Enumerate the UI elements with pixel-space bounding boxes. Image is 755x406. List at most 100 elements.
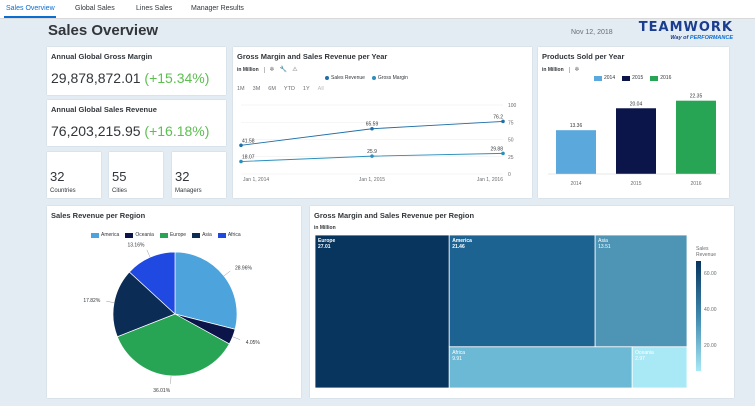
tile-cities[interactable]: 55 Cities — [109, 152, 163, 198]
color-scale — [696, 261, 701, 371]
x-tick-label: Jan 1, 2016 — [477, 177, 503, 183]
tile-value: 32 — [50, 169, 65, 184]
card-title: Products Sold per Year — [542, 52, 625, 61]
pie-slice — [112, 271, 176, 338]
data-label: 65.59 — [366, 122, 379, 128]
tab-sales-overview[interactable]: Sales Overview — [6, 5, 55, 12]
slice-label: 13.16% — [127, 242, 145, 248]
leader-line — [106, 300, 115, 303]
legend-item[interactable]: 2015 — [622, 75, 643, 81]
tile-managers[interactable]: 32 Managers — [172, 152, 226, 198]
divider — [568, 66, 570, 73]
legend-item[interactable]: Sales Revenue — [325, 75, 365, 81]
period-1m[interactable]: 1M — [237, 86, 245, 92]
leader-line — [223, 270, 231, 277]
x-tick-label: 2015 — [630, 181, 641, 187]
pie-chart: 28.96% 4.05% 36.01% 17.82% 13.16% — [83, 242, 261, 393]
pie-slice — [116, 313, 230, 377]
data-label: 25.9 — [367, 149, 377, 155]
data-label: 41.58 — [242, 138, 255, 144]
legend-item[interactable]: Gross Margin — [371, 75, 408, 81]
divider — [263, 66, 265, 73]
scale-title: Revenue — [696, 252, 716, 258]
chart-legend: America Oceania Europe Asia Africa — [91, 232, 241, 238]
data-point — [501, 151, 505, 156]
kpi-card-sales-revenue[interactable]: Annual Global Sales Revenue 76,203,215.9… — [47, 100, 226, 146]
unit-label: in Million — [542, 66, 564, 73]
period-6m[interactable]: 6M — [268, 86, 276, 92]
y-tick-label: 25 — [508, 155, 514, 161]
scale-tick-label: 20.00 — [704, 343, 717, 349]
period-all[interactable]: All — [317, 86, 324, 92]
legend-item[interactable]: 2016 — [650, 75, 671, 81]
period-ytd[interactable]: YTD — [283, 86, 295, 92]
line-chart: 0 25 50 75 100 Jan 1, 2014 Jan 1, 2015 Jan 1, 2… — [239, 103, 517, 183]
cell-value: 27.01 — [318, 244, 331, 250]
active-tab-indicator — [4, 16, 56, 18]
chart-subtitle-row: in Million ❄ 🔧 ⚠ — [237, 66, 298, 73]
scale-tick-label: 60.00 — [704, 271, 717, 277]
slice-label: 28.96% — [235, 265, 253, 271]
tile-value: 55 — [112, 169, 127, 184]
scale-tick-label: 40.00 — [704, 307, 717, 313]
cell-label: Europe — [318, 238, 335, 244]
legend-item[interactable]: America — [91, 232, 119, 238]
data-label: 18.07 — [242, 155, 255, 161]
card-title: Gross Margin and Sales Revenue per Year — [237, 52, 388, 61]
pie-slice — [128, 251, 176, 315]
data-point — [370, 154, 374, 158]
tab-lines-sales[interactable]: Lines Sales — [136, 5, 173, 12]
bar-chart: 13.36 2014 20.04 2015 22.35 2016 — [548, 94, 720, 187]
data-label: 76.2 — [493, 114, 503, 120]
leader-line — [170, 375, 172, 384]
kpi-card-gross-margin[interactable]: Annual Global Gross Margin 29,878,872.01… — [47, 47, 226, 95]
pie-chart-card: Sales Revenue per Region America Oceania… — [47, 206, 301, 398]
scale-title: Sales — [696, 246, 709, 252]
x-tick-label: Jan 1, 2014 — [243, 177, 269, 183]
x-tick-label: 2016 — [690, 181, 701, 187]
period-1y[interactable]: 1Y — [302, 86, 310, 92]
wrench-icon[interactable]: 🔧 — [279, 67, 288, 73]
period-3m[interactable]: 3M — [252, 86, 261, 92]
tab-manager-results[interactable]: Manager Results — [191, 5, 244, 12]
report-date: Nov 12, 2018 — [571, 29, 613, 36]
cell-label: Asia — [598, 238, 608, 244]
treemap-cell — [631, 346, 688, 389]
chart-subtitle-row: in Million ❄ — [542, 66, 580, 73]
logo-tagline: Way of PERFORMANCE — [670, 35, 733, 41]
tab-bar: Sales Overview Global Sales Lines Sales … — [0, 0, 755, 19]
legend-item[interactable]: Asia — [192, 232, 212, 238]
bar-value-label: 13.36 — [570, 123, 583, 129]
kpi-value: 29,878,872.01 (+15.34%) — [51, 70, 210, 86]
treemap-cell — [314, 234, 450, 389]
snowflake-icon[interactable]: ❄ — [574, 67, 580, 73]
logo-name: TEAMWORK — [638, 20, 733, 35]
tile-label: Managers — [175, 188, 202, 194]
tile-countries[interactable]: 32 Countries — [47, 152, 101, 198]
data-point — [239, 159, 243, 164]
bar-chart-card: Products Sold per Year in Million ❄ 2014… — [538, 47, 729, 198]
chart-subtitle-row: in Million — [314, 225, 336, 231]
legend-item[interactable]: 2014 — [594, 75, 615, 81]
treemap-cell — [594, 234, 688, 348]
cell-value: 13.51 — [598, 244, 611, 250]
kpi-title: Annual Global Gross Margin — [51, 52, 153, 61]
y-tick-label: 75 — [508, 120, 514, 126]
legend-item[interactable]: Oceania — [125, 232, 154, 238]
snowflake-icon[interactable]: ❄ — [269, 67, 275, 73]
bar — [616, 108, 656, 174]
leader-line — [146, 249, 151, 258]
legend-item[interactable]: Africa — [217, 232, 241, 238]
legend-item[interactable]: Europe — [159, 232, 186, 238]
tab-global-sales[interactable]: Global Sales — [75, 5, 115, 12]
slice-label: 4.05% — [246, 340, 261, 346]
treemap-cell — [448, 234, 596, 348]
treemap-card: Gross Margin and Sales Revenue per Regio… — [310, 206, 734, 398]
slice-label: 17.82% — [83, 298, 101, 304]
card-title: Sales Revenue per Region — [51, 211, 146, 220]
warning-icon[interactable]: ⚠ — [292, 67, 298, 73]
y-tick-label: 50 — [508, 138, 514, 144]
x-tick-label: Jan 1, 2015 — [359, 177, 385, 183]
x-tick-label: 2014 — [570, 181, 581, 187]
